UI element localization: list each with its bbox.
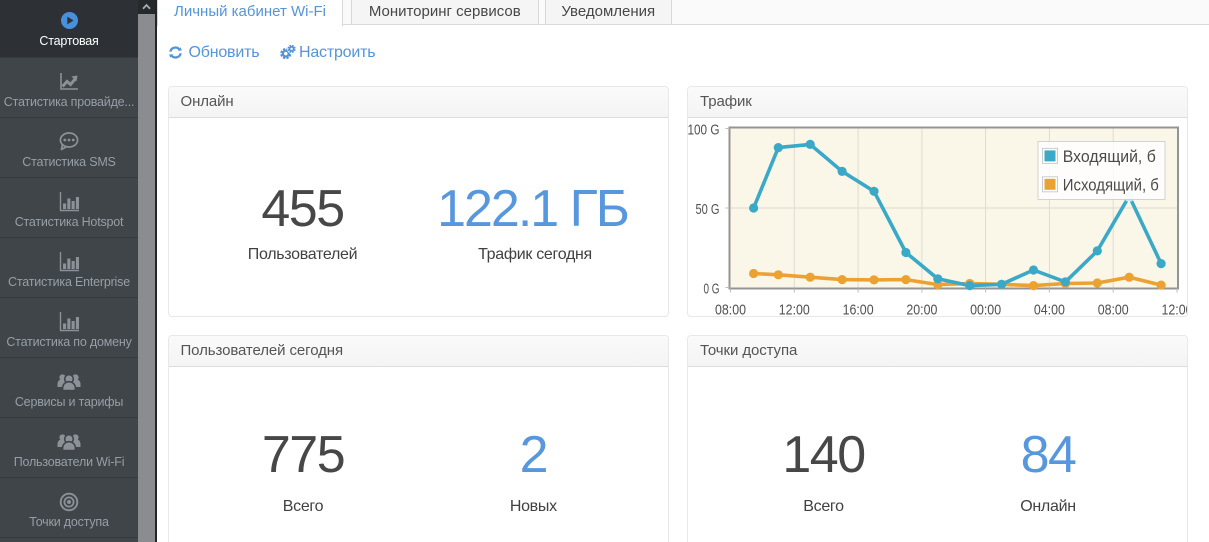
svg-text:16:00: 16:00 [843,301,874,317]
svg-text:20:00: 20:00 [906,301,937,317]
svg-text:50 G: 50 G [696,201,720,218]
svg-text:12:00: 12:00 [779,301,810,317]
svg-text:Исходящий, б: Исходящий, б [1063,175,1159,194]
svg-text:08:00: 08:00 [1098,301,1129,317]
svg-text:00:00: 00:00 [970,301,1001,317]
svg-text:12:00: 12:00 [1162,301,1189,317]
svg-text:0 G: 0 G [704,280,720,297]
svg-text:04:00: 04:00 [1034,301,1065,317]
svg-text:08:00: 08:00 [715,301,746,317]
svg-text:100 G: 100 G [688,121,720,138]
svg-text:Входящий, б: Входящий, б [1063,147,1156,166]
